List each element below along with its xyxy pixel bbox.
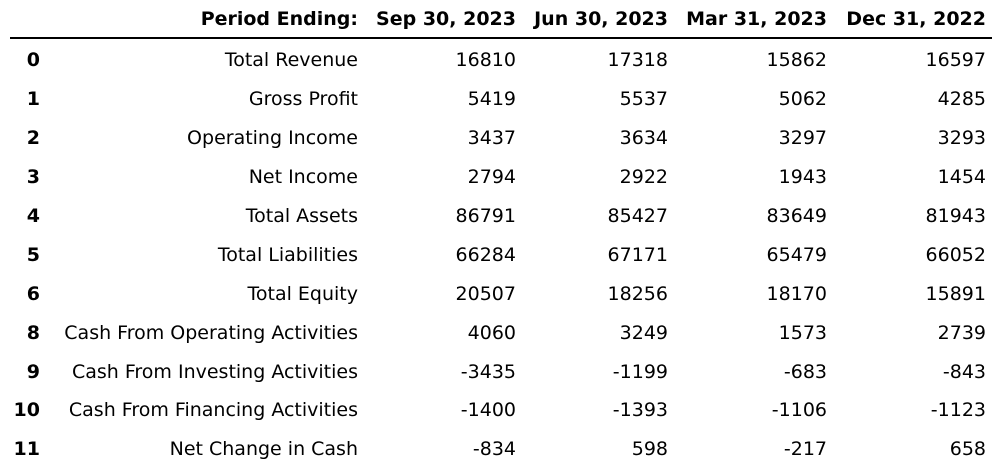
period-header: Jun 30, 2023 [522, 0, 674, 39]
value-cell: 2922 [619, 166, 668, 189]
value-cell: 1454 [937, 166, 986, 189]
value-cell: 17318 [607, 49, 668, 72]
row-index: 1 [26, 88, 40, 111]
value-cell: -683 [783, 360, 827, 383]
value-cell: 5537 [619, 88, 668, 111]
value-cell: -217 [783, 438, 827, 461]
row-label: Operating Income [187, 127, 358, 150]
value-cell: 66052 [925, 243, 986, 266]
value-cell: 598 [631, 438, 668, 461]
row-label: Total Revenue [224, 49, 358, 72]
value-cell: -1123 [930, 399, 986, 422]
row-label: Total Liabilities [217, 243, 358, 266]
value-cell: -1199 [612, 360, 668, 383]
row-index: 10 [13, 399, 40, 422]
value-cell: 15891 [925, 282, 986, 305]
table-row: 9 Cash From Investing Activities -3435 -119… [10, 352, 992, 391]
value-cell: 1573 [778, 321, 827, 344]
row-index: 2 [26, 127, 40, 150]
period-header: Mar 31, 2023 [674, 0, 833, 39]
row-index: 5 [26, 243, 40, 266]
row-index: 3 [26, 166, 40, 189]
header-row: Period Ending: Sep 30, 2023 Jun 30, 2023… [10, 0, 992, 39]
table-row: 11 Net Change in Cash -834 598 -217 658 [10, 430, 992, 469]
period-header: Sep 30, 2023 [364, 0, 522, 39]
value-cell: 66284 [455, 243, 516, 266]
value-cell: 67171 [607, 243, 668, 266]
value-cell: 5062 [778, 88, 827, 111]
value-cell: 1943 [778, 166, 827, 189]
period-ending-header: Period Ending: [46, 0, 364, 39]
row-label: Total Assets [245, 205, 358, 227]
table-row: 0 Total Revenue 16810 17318 15862 16597 [10, 38, 992, 80]
value-cell: 2794 [467, 166, 516, 189]
table-row: 8 Cash From Operating Activities 4060 3249 1… [10, 313, 992, 352]
value-cell: 2739 [937, 321, 986, 344]
table-header: Period Ending: Sep 30, 2023 Jun 30, 2023… [10, 0, 992, 39]
value-cell: 3249 [619, 321, 668, 344]
value-cell: 85427 [607, 205, 668, 227]
value-cell: 3297 [778, 127, 827, 150]
value-cell: 4060 [467, 321, 516, 344]
value-cell: 18256 [607, 282, 668, 305]
value-cell: 20507 [455, 282, 516, 305]
row-label: Gross Profit [248, 88, 358, 111]
row-label: Cash From Operating Activities [64, 321, 358, 344]
value-cell: 86791 [455, 205, 516, 227]
value-cell: 15862 [766, 49, 827, 72]
value-cell: 3634 [619, 127, 668, 150]
value-cell: -1106 [771, 399, 827, 422]
value-cell: 658 [949, 438, 986, 461]
table-row: 3 Net Income 2794 2922 1943 1454 [10, 158, 992, 197]
value-cell: 16810 [455, 49, 516, 72]
financial-table: Period Ending: Sep 30, 2023 Jun 30, 2023… [10, 0, 992, 469]
table-row: 6 Total Equity 20507 18256 18170 15891 [10, 274, 992, 313]
period-header: Dec 31, 2022 [833, 0, 992, 39]
row-label: Net Income [248, 166, 358, 189]
table-row: 5 Total Liabilities 66284 67171 65479 66052 [10, 235, 992, 274]
table-row: 4 Total Assets 86791 85427 83649 81943 [10, 197, 992, 236]
value-cell: -3435 [460, 360, 516, 383]
table-row: 10 Cash From Financing Activities -1400 -13… [10, 391, 992, 430]
value-cell: 65479 [766, 243, 827, 266]
value-cell: 5419 [467, 88, 516, 111]
row-label: Cash From Financing Activities [68, 399, 358, 422]
value-cell: 16597 [925, 49, 986, 72]
value-cell: 81943 [925, 205, 986, 227]
value-cell: -1400 [460, 399, 516, 422]
value-cell: 3437 [467, 127, 516, 150]
index-header [10, 0, 46, 39]
value-cell: -834 [472, 438, 516, 461]
table-row: 2 Operating Income 3437 3634 3297 3293 [10, 119, 992, 158]
row-index: 11 [13, 438, 40, 461]
row-index: 6 [26, 282, 40, 305]
value-cell: 83649 [766, 205, 827, 227]
row-index: 8 [26, 321, 40, 344]
value-cell: -843 [942, 360, 986, 383]
row-index: 9 [26, 360, 40, 383]
row-label: Total Equity [247, 282, 359, 305]
table-row: 1 Gross Profit 5419 5537 5062 4285 [10, 80, 992, 119]
row-label: Net Change in Cash [169, 438, 358, 461]
row-index: 4 [26, 205, 40, 227]
row-label: Cash From Investing Activities [71, 360, 358, 383]
value-cell: 18170 [766, 282, 827, 305]
value-cell: 3293 [937, 127, 986, 150]
row-index: 0 [26, 49, 40, 72]
value-cell: 4285 [937, 88, 986, 111]
table-body: 0 Total Revenue 16810 17318 15862 16597 1 Gross… [10, 38, 992, 469]
value-cell: -1393 [612, 399, 668, 422]
